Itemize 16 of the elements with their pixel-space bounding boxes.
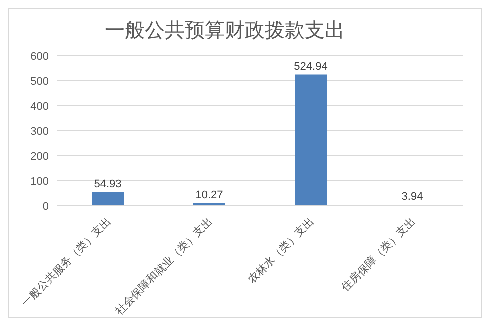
data-label: 54.93 bbox=[94, 178, 122, 190]
y-tick-label: 100 bbox=[30, 176, 49, 188]
y-tick-label: 0 bbox=[42, 200, 49, 213]
y-tick-label: 400 bbox=[30, 100, 49, 113]
chart-title: 一般公共预算财政拨款支出 bbox=[104, 19, 346, 44]
x-tick-label: 农林水（类）支出 bbox=[245, 214, 317, 286]
x-tick-label: 住房保障（类）支出 bbox=[339, 214, 418, 294]
y-tick-label: 600 bbox=[30, 50, 49, 63]
y-tick-label: 200 bbox=[30, 150, 49, 163]
data-label: 524.94 bbox=[294, 60, 328, 73]
y-tick-label: 500 bbox=[30, 76, 49, 88]
x-tick-label: 社会保障和就业（类）支出 bbox=[112, 214, 216, 318]
data-label: 10.27 bbox=[196, 189, 224, 202]
x-tick-label: 一般公共服务（类）支出 bbox=[19, 214, 114, 310]
y-tick-label: 300 bbox=[30, 126, 49, 138]
data-label: 3.94 bbox=[402, 191, 424, 204]
